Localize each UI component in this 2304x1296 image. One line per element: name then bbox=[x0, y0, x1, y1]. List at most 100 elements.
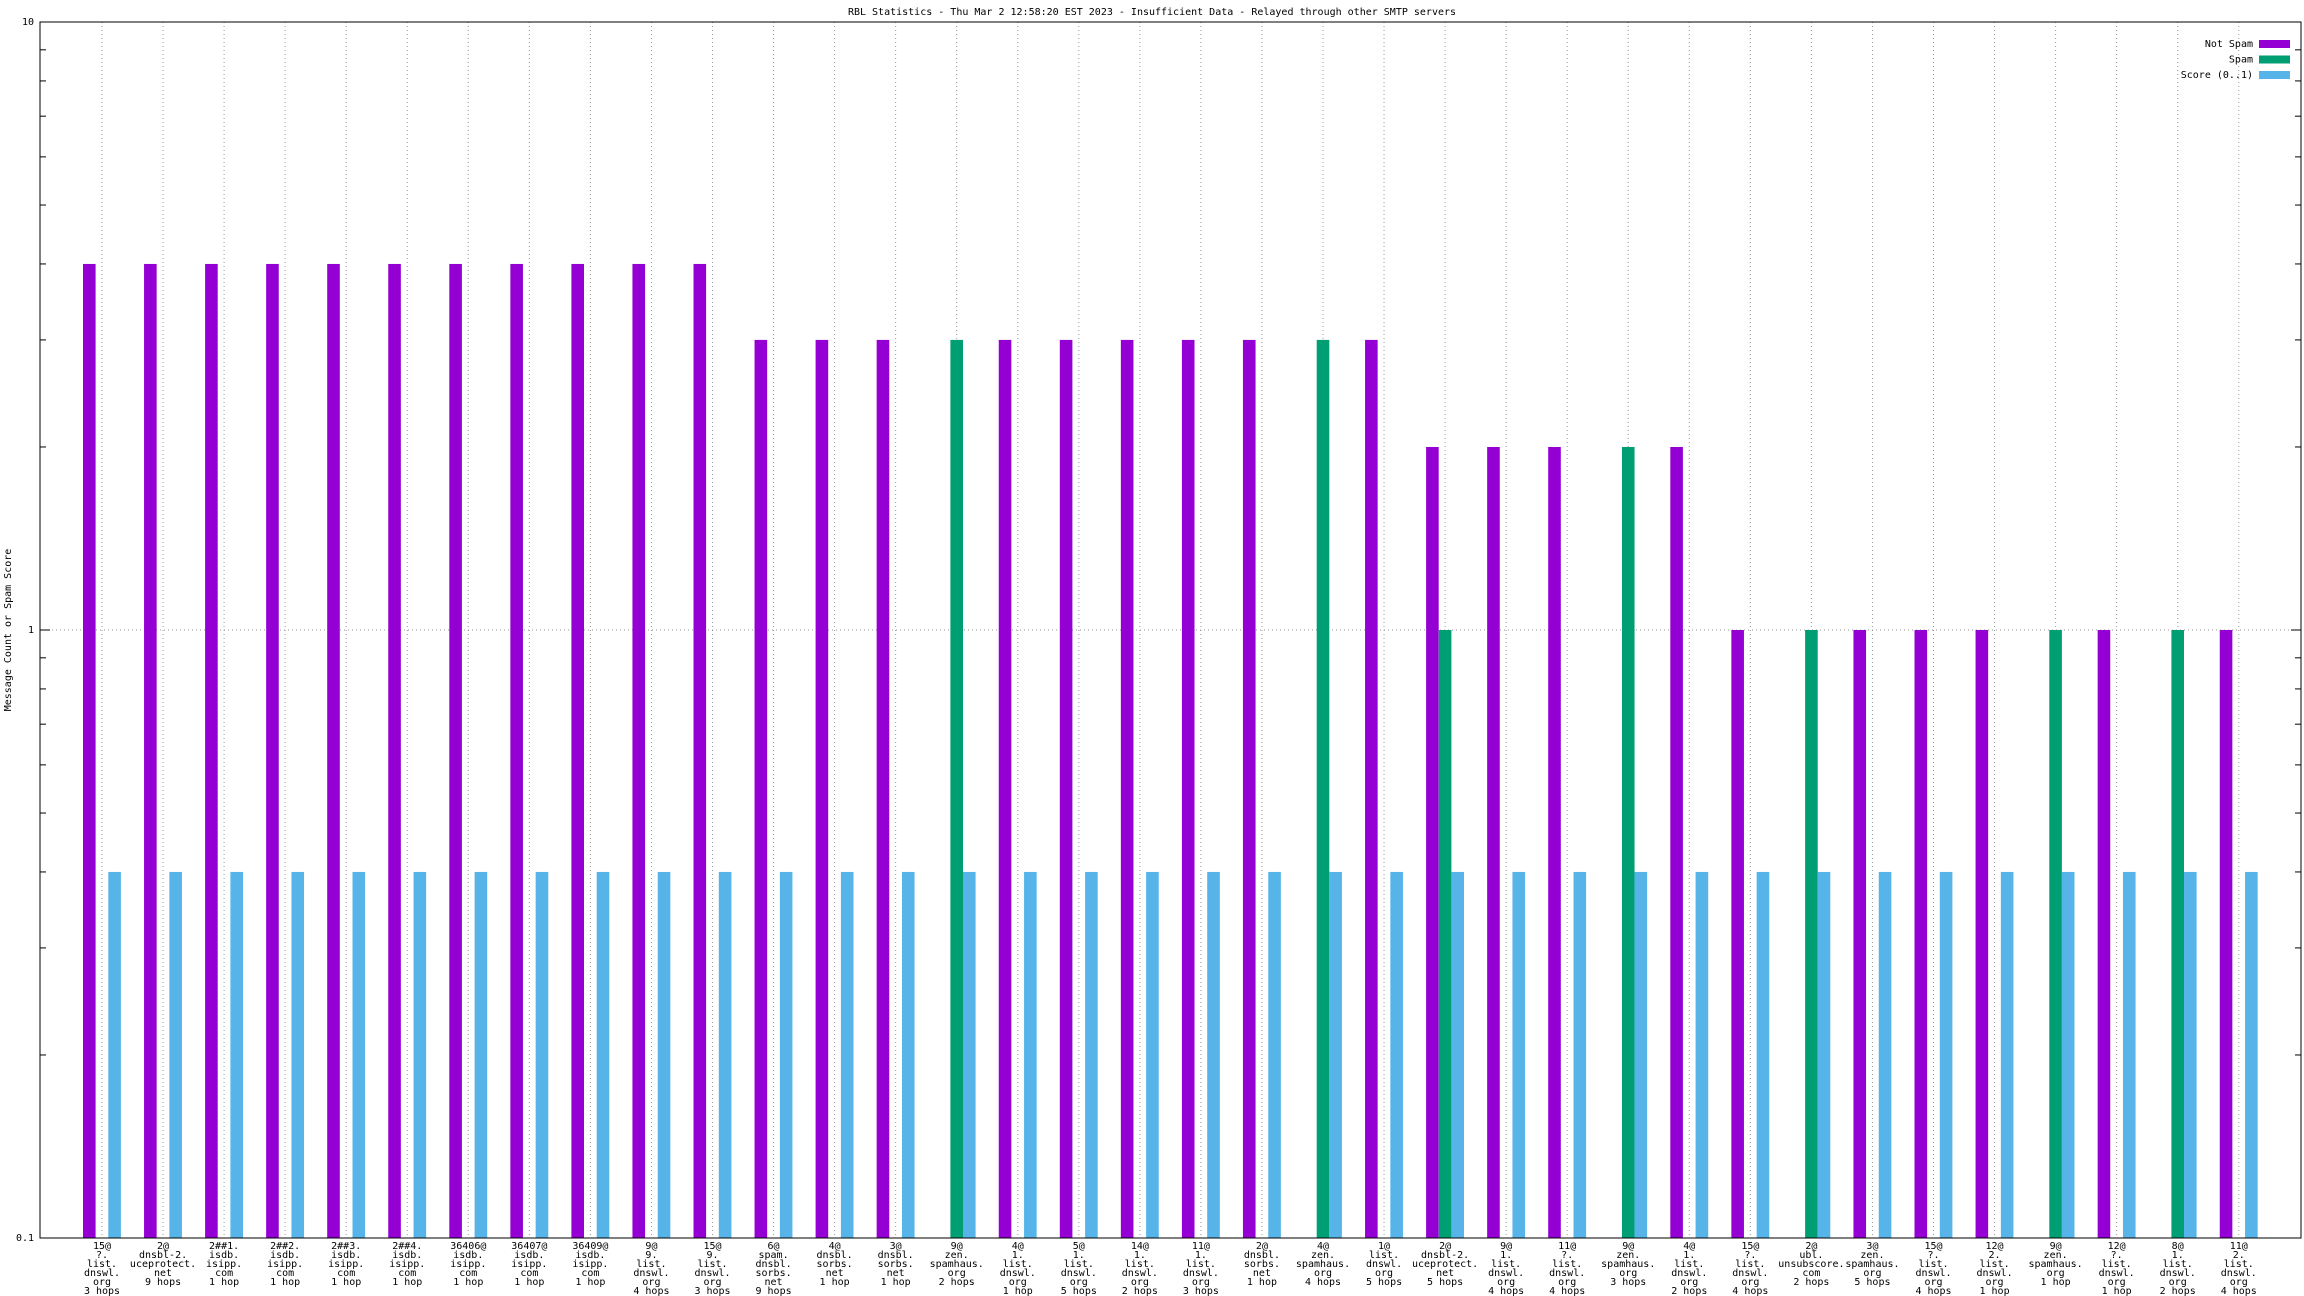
x-tick-label: list. bbox=[1552, 1259, 1582, 1270]
bar bbox=[1059, 339, 1073, 1238]
x-tick-label: 1 hop bbox=[514, 1277, 544, 1288]
x-tick-label: org bbox=[1375, 1268, 1393, 1279]
bar bbox=[815, 339, 829, 1238]
x-tick-label: 11@ bbox=[2230, 1241, 2248, 1252]
x-tick-label: 5 hops bbox=[1366, 1277, 1402, 1288]
x-tick-label: 4 hops bbox=[1488, 1286, 1524, 1296]
bar bbox=[83, 263, 96, 1239]
x-tick-label: 9@ bbox=[1622, 1241, 1634, 1252]
x-tick-label: com bbox=[398, 1268, 416, 1279]
x-tick-label: 1 hop bbox=[1979, 1286, 2009, 1296]
x-tick-label: 4 hops bbox=[1549, 1286, 1585, 1296]
legend-label: Not Spam bbox=[2205, 39, 2253, 50]
x-tick-label: org bbox=[2047, 1268, 2065, 1279]
x-tick-label: org bbox=[1741, 1277, 1759, 1288]
bar bbox=[449, 263, 462, 1239]
x-tick-label: list. bbox=[1979, 1259, 2009, 1270]
bar bbox=[266, 263, 279, 1239]
x-tick-label: isdb. bbox=[392, 1250, 422, 1261]
bar bbox=[230, 871, 243, 1238]
x-tick-label: 2##4. bbox=[392, 1241, 422, 1252]
x-tick-label: 9@ bbox=[2050, 1241, 2062, 1252]
bar bbox=[1756, 871, 1770, 1238]
x-tick-label: 2@ bbox=[1439, 1241, 1451, 1252]
bar bbox=[1914, 630, 1928, 1238]
x-tick-label: zen. bbox=[945, 1250, 969, 1261]
x-tick-label: 4@ bbox=[829, 1241, 841, 1252]
x-tick-label: 2 hops bbox=[1671, 1286, 1707, 1296]
x-tick-label: 15@ bbox=[1741, 1241, 1759, 1252]
x-tick-label: 8@ bbox=[2172, 1241, 2184, 1252]
x-tick-label: org bbox=[1986, 1277, 2004, 1288]
bar bbox=[1939, 871, 1953, 1238]
x-tick-label: uceprotect. bbox=[130, 1259, 196, 1270]
x-tick-label: 6@ bbox=[768, 1241, 780, 1252]
x-tick-label: org bbox=[1619, 1268, 1637, 1279]
x-tick-label: 3 hops bbox=[1610, 1277, 1646, 1288]
x-tick-label: 9 hops bbox=[145, 1277, 181, 1288]
bar bbox=[1487, 446, 1500, 1238]
x-tick-label: org bbox=[1863, 1268, 1881, 1279]
x-tick-label: dnswl. bbox=[1061, 1268, 1097, 1279]
bar bbox=[876, 339, 890, 1238]
x-tick-label: ?. bbox=[2111, 1250, 2123, 1261]
bar bbox=[205, 263, 218, 1239]
x-tick-label: 1 hop bbox=[2041, 1277, 2071, 1288]
x-tick-label: 5 hops bbox=[1427, 1277, 1463, 1288]
bar bbox=[1268, 871, 1281, 1238]
x-tick-label: list. bbox=[2224, 1259, 2254, 1270]
bar bbox=[2245, 871, 2258, 1238]
x-tick-label: 1. bbox=[1683, 1250, 1695, 1261]
x-tick-label: dnswl. bbox=[694, 1268, 730, 1279]
x-tick-label: dnswl. bbox=[1732, 1268, 1768, 1279]
x-tick-label: list. bbox=[2102, 1259, 2132, 1270]
x-tick-label: list. bbox=[1369, 1250, 1399, 1261]
bar bbox=[1548, 446, 1561, 1238]
bar bbox=[2049, 630, 2062, 1238]
x-tick-label: isipp. bbox=[206, 1259, 242, 1270]
x-tick-label: list. bbox=[1491, 1259, 1521, 1270]
x-tick-label: sorbs. bbox=[878, 1259, 914, 1270]
x-tick-label: 1. bbox=[1012, 1250, 1024, 1261]
x-tick-label: com bbox=[520, 1268, 538, 1279]
x-tick-label: 15@ bbox=[93, 1241, 111, 1252]
x-tick-label: 11@ bbox=[1558, 1241, 1576, 1252]
x-tick-label: dnswl. bbox=[1915, 1268, 1951, 1279]
bar bbox=[2061, 871, 2075, 1238]
x-tick-label: zen. bbox=[1311, 1250, 1335, 1261]
x-tick-label: org bbox=[1131, 1277, 1149, 1288]
x-tick-label: 4 hops bbox=[2221, 1286, 2257, 1296]
x-tick-label: 5 hops bbox=[1061, 1286, 1097, 1296]
plot-border bbox=[39, 21, 2302, 1239]
bar bbox=[632, 263, 646, 1239]
x-tick-label: 9. bbox=[645, 1250, 657, 1261]
bar bbox=[754, 339, 768, 1238]
x-tick-label: org bbox=[2108, 1277, 2126, 1288]
x-tick-label: dnsbl. bbox=[1244, 1250, 1280, 1261]
bar bbox=[474, 871, 488, 1238]
x-tick-label: 1 hop bbox=[1247, 1277, 1277, 1288]
x-tick-label: sorbs. bbox=[817, 1259, 853, 1270]
x-tick-label: 1 hop bbox=[209, 1277, 239, 1288]
bar bbox=[840, 871, 854, 1238]
bar bbox=[1573, 871, 1587, 1238]
x-tick-label: list. bbox=[1735, 1259, 1765, 1270]
x-tick-label: dnsbl. bbox=[878, 1250, 914, 1261]
x-tick-label: org bbox=[2169, 1277, 2187, 1288]
bar bbox=[657, 871, 671, 1238]
x-tick-label: 4@ bbox=[1012, 1241, 1024, 1252]
bar bbox=[144, 263, 157, 1239]
y-tick-label: 10 bbox=[22, 17, 34, 28]
x-tick-label: 12@ bbox=[1986, 1241, 2004, 1252]
x-tick-label: org bbox=[1924, 1277, 1942, 1288]
x-tick-label: 15@ bbox=[1924, 1241, 1942, 1252]
x-tick-label: 4 hops bbox=[633, 1286, 669, 1296]
x-tick-label: net bbox=[826, 1268, 844, 1279]
x-tick-label: org bbox=[1497, 1277, 1515, 1288]
bar bbox=[596, 871, 610, 1238]
x-tick-label: dnswl. bbox=[1000, 1268, 1036, 1279]
x-tick-label: 2##1. bbox=[209, 1241, 239, 1252]
bar bbox=[2097, 630, 2111, 1238]
bar bbox=[1024, 871, 1037, 1238]
